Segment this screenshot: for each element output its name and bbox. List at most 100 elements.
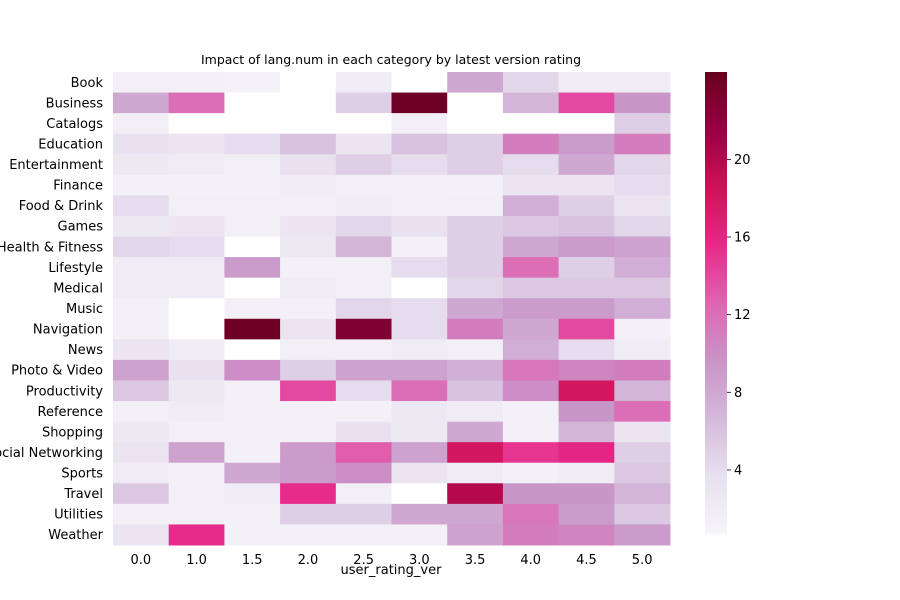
x-tick-label: 4.5 (576, 553, 597, 568)
heatmap-cell (113, 359, 170, 381)
heatmap-cell (614, 215, 671, 238)
y-tick-label: Games (58, 220, 104, 235)
y-tick-label: Productivity (26, 384, 103, 399)
heatmap-cell (113, 524, 170, 546)
heatmap-cell (447, 318, 504, 340)
heatmap-cell (224, 442, 281, 464)
heatmap-cell (335, 462, 392, 484)
heatmap-cell (502, 401, 560, 423)
y-tick-label: Social Networking (0, 446, 103, 461)
heatmap-cell (224, 462, 281, 484)
heatmap-cell (502, 195, 560, 217)
heatmap-cell (335, 359, 392, 381)
colorbar-tick-label: 16 (734, 231, 751, 246)
y-tick-label: Medical (53, 281, 103, 296)
heatmap-cell (558, 195, 615, 217)
heatmap-cell (558, 462, 615, 484)
y-tick-label: Navigation (33, 323, 103, 338)
heatmap-cell (113, 236, 170, 258)
colorbar-tick-label: 8 (734, 386, 742, 401)
heatmap-cell (391, 133, 448, 155)
heatmap-cell (168, 174, 225, 196)
heatmap-cell (335, 154, 392, 176)
heatmap-cell (280, 318, 337, 340)
heatmap-cell (447, 257, 504, 279)
heatmap-cell (224, 524, 281, 546)
heatmap-cell (280, 113, 337, 135)
heatmap-cell (502, 442, 560, 464)
heatmap-cell (614, 401, 671, 423)
heatmap-cell (558, 277, 615, 299)
heatmap-cell (447, 359, 504, 381)
heatmap-cell (335, 236, 392, 258)
heatmap-cell (280, 236, 337, 258)
heatmap-cell (502, 92, 560, 114)
y-tick-label: Utilities (54, 508, 103, 523)
x-tick-label: 1.0 (186, 553, 207, 568)
y-tick-label: Lifestyle (48, 261, 103, 276)
heatmap-cells (113, 72, 671, 546)
heatmap-cell (224, 236, 281, 258)
heatmap-cell (224, 215, 281, 238)
heatmap-cell (224, 154, 281, 176)
heatmap-cell (502, 298, 560, 320)
heatmap-cell (280, 421, 337, 443)
heatmap-cell (558, 215, 615, 238)
heatmap-cell (614, 92, 671, 114)
heatmap-cell (280, 174, 337, 196)
heatmap-cell (614, 524, 671, 546)
heatmap-cell (614, 462, 671, 484)
heatmap-cell (447, 483, 504, 505)
heatmap-cell (558, 174, 615, 196)
heatmap-cell (113, 380, 170, 402)
heatmap-cell (502, 339, 560, 361)
heatmap-cell (614, 277, 671, 299)
y-tick-label: Sports (61, 467, 103, 482)
y-tick-label: Photo & Video (11, 364, 103, 379)
heatmap-cell (391, 503, 448, 525)
heatmap-cell (113, 257, 170, 279)
heatmap-cell (113, 298, 170, 320)
heatmap-cell (335, 483, 392, 505)
heatmap-cell (280, 503, 337, 525)
heatmap-cell (224, 133, 281, 155)
heatmap-cell (113, 421, 170, 443)
heatmap-cell (614, 483, 671, 505)
heatmap-cell (224, 380, 281, 402)
y-tick-label: Food & Drink (19, 199, 104, 214)
heatmap-cell (391, 483, 448, 505)
x-tick-label: 4.0 (520, 553, 541, 568)
y-tick-labels: Book Business Catalogs Education Entertainme… (0, 76, 104, 543)
heatmap-cell (280, 92, 337, 114)
heatmap-cell (224, 483, 281, 505)
heatmap-cell (391, 113, 448, 135)
heatmap-cell (447, 421, 504, 443)
y-tick-label: Weather (48, 528, 103, 543)
heatmap-cell (502, 421, 560, 443)
heatmap-cell (113, 462, 170, 484)
heatmap-cell (335, 401, 392, 423)
heatmap-cell (558, 113, 615, 135)
heatmap-cell (614, 380, 671, 402)
heatmap-cell (335, 215, 392, 238)
heatmap-cell (447, 442, 504, 464)
heatmap-cell (335, 92, 392, 114)
x-tick-label: 5.0 (632, 553, 653, 568)
heatmap-cell (168, 72, 225, 94)
heatmap-cell (447, 524, 504, 546)
heatmap-cell (335, 174, 392, 196)
heatmap-cell (168, 401, 225, 423)
heatmap-cell (280, 462, 337, 484)
heatmap-cell (280, 298, 337, 320)
heatmap-cell (280, 359, 337, 381)
heatmap-cell (447, 236, 504, 258)
y-tick-label: Travel (63, 487, 103, 502)
heatmap-cell (168, 318, 225, 340)
heatmap-cell (391, 380, 448, 402)
heatmap-cell (391, 339, 448, 361)
heatmap-cell (447, 380, 504, 402)
heatmap-cell (558, 503, 615, 525)
heatmap-cell (113, 154, 170, 176)
heatmap-cell (558, 483, 615, 505)
